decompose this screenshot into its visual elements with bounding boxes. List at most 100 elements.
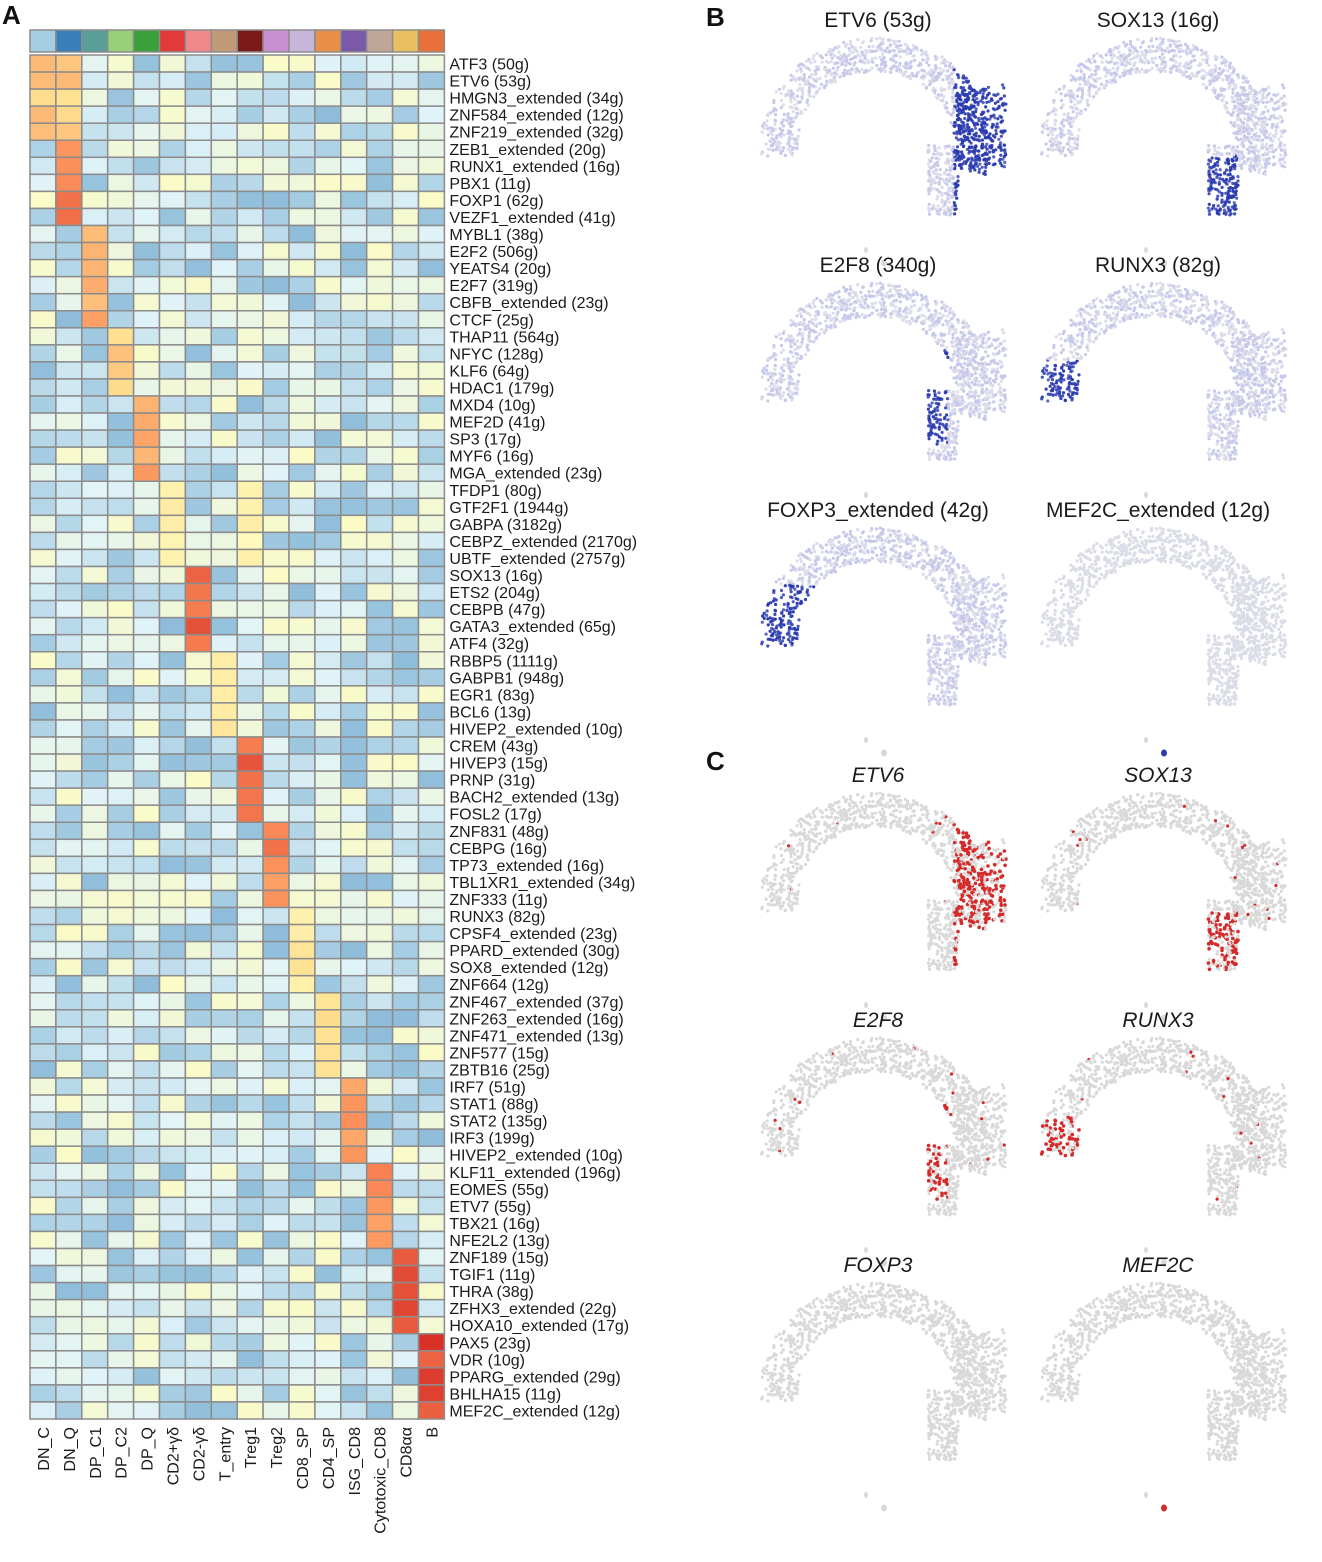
umap-point <box>980 144 984 149</box>
umap-point <box>902 804 906 808</box>
row-label: TGIF1 (11g) <box>449 1267 535 1284</box>
heatmap-cell <box>365 54 394 73</box>
umap-point <box>897 794 901 798</box>
heatmap-cell <box>365 616 394 636</box>
heatmap-cell <box>365 668 394 687</box>
umap-point <box>927 899 931 903</box>
umap-point <box>968 146 972 150</box>
heatmap-cell <box>158 548 187 568</box>
heatmap-cell <box>365 429 394 448</box>
umap-point <box>1158 67 1162 71</box>
heatmap-cell <box>262 804 290 824</box>
heatmap-cell <box>132 872 161 892</box>
umap-point <box>971 94 975 98</box>
umap-point <box>946 69 950 73</box>
heatmap-cell <box>158 310 187 329</box>
heatmap-cell <box>210 651 238 670</box>
umap-point <box>785 873 789 877</box>
umap-point <box>913 58 917 62</box>
heatmap-cell <box>184 514 213 534</box>
heatmap-cell <box>132 139 161 159</box>
heatmap-cell <box>236 310 264 329</box>
heatmap-cell <box>236 1009 264 1028</box>
umap-point <box>854 70 858 74</box>
umap-point <box>837 50 841 54</box>
umap-point <box>811 76 815 80</box>
heatmap-cell <box>417 122 446 141</box>
heatmap-cell <box>55 548 83 568</box>
umap-point <box>927 192 931 196</box>
umap-point <box>866 59 870 63</box>
umap-point <box>878 55 882 59</box>
heatmap-cell <box>365 992 394 1011</box>
row-label: CBFB_extended (23g) <box>449 295 608 312</box>
heatmap-cell <box>236 548 264 568</box>
umap-point <box>975 913 979 917</box>
umap-point <box>783 153 787 158</box>
umap-point <box>1040 152 1044 156</box>
umap-point <box>772 862 776 866</box>
umap-point <box>955 846 960 850</box>
heatmap-cell <box>236 378 264 397</box>
umap-point <box>999 134 1003 138</box>
umap-point <box>880 52 885 56</box>
umap-point <box>818 76 822 80</box>
row-label: VDR (10g) <box>449 1352 525 1369</box>
heatmap-cell <box>262 395 290 414</box>
umap-point <box>921 837 925 841</box>
umap-point <box>951 82 955 86</box>
heatmap-cell <box>158 1128 187 1147</box>
umap-point <box>771 129 775 133</box>
umap-point <box>1117 44 1121 49</box>
umap-point <box>783 908 787 913</box>
umap-point <box>879 58 883 62</box>
umap-point <box>931 919 935 924</box>
umap-point <box>1001 884 1006 888</box>
row-label: ETS2 (204g) <box>449 585 540 602</box>
heatmap-cell <box>81 241 109 261</box>
umap-point <box>952 107 956 111</box>
umap-point <box>927 967 932 971</box>
umap-point <box>796 889 800 893</box>
heatmap-cell <box>184 1315 213 1335</box>
umap-point <box>935 78 939 82</box>
heatmap-cell <box>391 1350 420 1369</box>
umap-point <box>1113 46 1118 50</box>
umap-point <box>875 37 879 41</box>
heatmap-cell <box>314 651 342 670</box>
heatmap-cell <box>417 1247 446 1267</box>
heatmap-cell <box>340 1384 368 1403</box>
umap-point <box>999 889 1004 894</box>
row-label: E2F7 (319g) <box>449 278 538 295</box>
umap-point <box>957 76 961 80</box>
heatmap-cell <box>132 1128 161 1147</box>
heatmap-cell <box>184 702 213 721</box>
panel-label-a: A <box>2 0 21 30</box>
heatmap-cell <box>106 54 135 73</box>
umap-point <box>1080 111 1084 115</box>
umap-point <box>833 801 838 805</box>
heatmap-cell <box>340 1367 368 1386</box>
heatmap-cell <box>314 838 342 858</box>
heatmap-cell <box>158 1077 187 1096</box>
heatmap-cell <box>55 412 83 431</box>
heatmap-cell <box>314 1196 342 1216</box>
umap-point <box>813 72 817 77</box>
umap-point <box>1003 863 1007 868</box>
heatmap-cell <box>210 1196 238 1216</box>
heatmap-cell <box>365 1009 394 1028</box>
row-label: HIVEP3 (15g) <box>449 756 548 773</box>
umap-point <box>990 145 994 150</box>
heatmap-cell <box>158 872 187 892</box>
heatmap-cell <box>391 156 420 176</box>
umap-point <box>957 905 961 909</box>
heatmap-cell <box>132 156 161 176</box>
umap-point <box>936 204 940 208</box>
umap-point <box>1104 59 1108 63</box>
umap-point <box>785 118 789 122</box>
umap-point <box>959 142 963 146</box>
row-label: ZNF333 (11g) <box>449 892 547 909</box>
heatmap-cell <box>417 514 446 534</box>
heatmap-cell <box>184 463 213 483</box>
